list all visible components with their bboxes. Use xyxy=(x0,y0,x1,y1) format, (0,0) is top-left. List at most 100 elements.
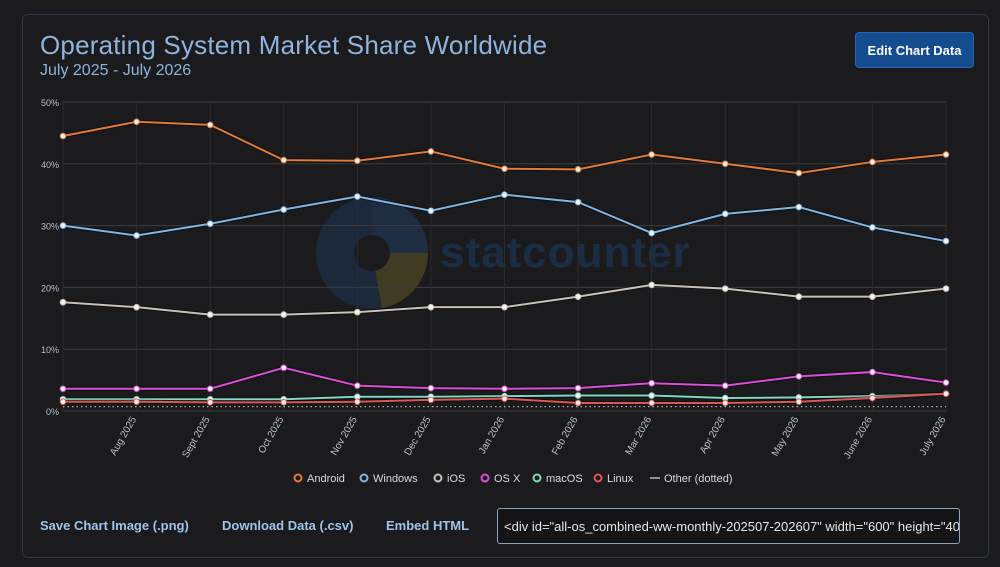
data-point-os-x[interactable] xyxy=(501,385,508,393)
data-point-linux[interactable] xyxy=(501,395,508,402)
data-point-linux[interactable] xyxy=(280,399,288,406)
data-point-linux[interactable] xyxy=(354,398,361,406)
x-tick-label: Oct 2025 xyxy=(257,415,287,456)
x-tick-label: Sept 2025 xyxy=(180,415,213,460)
data-point-windows[interactable] xyxy=(59,222,67,229)
data-point-windows[interactable] xyxy=(133,232,140,239)
legend-item[interactable]: Windows xyxy=(359,473,419,485)
data-point-android[interactable] xyxy=(721,160,729,168)
statcounter-logo-icon xyxy=(316,197,428,309)
data-point-windows[interactable] xyxy=(648,229,655,237)
x-tick-label: Feb 2026 xyxy=(550,415,581,457)
data-point-android[interactable] xyxy=(280,156,288,164)
data-point-macos[interactable] xyxy=(648,392,655,399)
x-tick-label: Apr 2026 xyxy=(698,415,728,456)
data-point-os-x[interactable] xyxy=(574,384,582,392)
data-point-windows[interactable] xyxy=(501,191,508,198)
data-point-android[interactable] xyxy=(869,158,876,166)
data-point-linux[interactable] xyxy=(133,398,140,406)
data-point-windows[interactable] xyxy=(795,203,803,211)
y-tick-label: 50% xyxy=(41,98,59,108)
legend-item[interactable]: iOS xyxy=(433,473,466,485)
data-point-windows[interactable] xyxy=(206,220,214,228)
y-tick-label: 10% xyxy=(41,345,59,355)
legend-label: macOS xyxy=(546,473,583,485)
data-point-android[interactable] xyxy=(942,151,950,158)
data-point-android[interactable] xyxy=(354,157,361,165)
data-point-os-x[interactable] xyxy=(206,385,214,393)
data-point-linux[interactable] xyxy=(869,394,876,402)
data-point-android[interactable] xyxy=(59,132,67,140)
data-point-linux[interactable] xyxy=(574,399,582,407)
y-tick-label: 20% xyxy=(41,283,59,293)
embed-code-field[interactable]: <div id="all-os_combined-ww-monthly-2025… xyxy=(497,508,960,544)
x-tick-label: Mar 2026 xyxy=(624,415,655,457)
data-point-ios[interactable] xyxy=(869,293,876,300)
legend-label: Linux xyxy=(607,473,634,485)
data-point-ios[interactable] xyxy=(648,281,655,289)
embed-html-link[interactable]: Embed HTML xyxy=(386,518,470,533)
data-point-linux[interactable] xyxy=(942,390,950,397)
data-point-android[interactable] xyxy=(648,151,655,158)
x-tick-label: Aug 2025 xyxy=(108,415,139,458)
save-chart-image-link[interactable]: Save Chart Image (.png) xyxy=(40,518,189,533)
data-point-linux[interactable] xyxy=(206,399,214,406)
legend-label: Other (dotted) xyxy=(664,473,732,485)
data-point-android[interactable] xyxy=(795,169,803,177)
data-point-ios[interactable] xyxy=(721,285,729,292)
data-point-windows[interactable] xyxy=(942,237,950,245)
data-point-ios[interactable] xyxy=(795,293,803,300)
data-point-os-x[interactable] xyxy=(354,382,361,389)
data-point-android[interactable] xyxy=(501,165,508,173)
data-point-windows[interactable] xyxy=(721,210,729,218)
data-point-android[interactable] xyxy=(574,166,582,173)
data-point-android[interactable] xyxy=(427,148,435,155)
legend-swatch xyxy=(359,473,369,483)
data-point-os-x[interactable] xyxy=(59,385,67,393)
data-point-windows[interactable] xyxy=(280,206,288,213)
data-point-os-x[interactable] xyxy=(721,382,729,389)
data-point-ios[interactable] xyxy=(206,311,214,318)
data-point-macos[interactable] xyxy=(574,392,582,399)
data-point-os-x[interactable] xyxy=(869,368,876,376)
legend-label: OS X xyxy=(494,473,521,485)
data-point-ios[interactable] xyxy=(354,308,361,316)
data-point-ios[interactable] xyxy=(501,303,508,311)
legend-item[interactable]: OS X xyxy=(480,473,521,485)
data-point-ios[interactable] xyxy=(59,298,67,306)
page-subtitle: July 2025 - July 2026 xyxy=(40,62,192,79)
legend-item[interactable]: Linux xyxy=(593,473,634,485)
data-point-windows[interactable] xyxy=(427,207,435,215)
edit-chart-data-button[interactable]: Edit Chart Data xyxy=(855,32,974,68)
data-point-android[interactable] xyxy=(206,121,214,129)
data-point-windows[interactable] xyxy=(354,193,361,200)
legend-item[interactable]: macOS xyxy=(532,473,583,485)
data-point-ios[interactable] xyxy=(942,285,950,292)
line-chart: 0% 10% 20% 30% 40% 50% Aug 2025 Sept 2025 Oct 2… xyxy=(41,98,950,485)
data-point-os-x[interactable] xyxy=(942,379,950,386)
data-point-os-x[interactable] xyxy=(648,379,655,387)
legend-item[interactable]: Other (dotted) xyxy=(650,473,732,485)
data-point-linux[interactable] xyxy=(59,398,67,406)
data-point-windows[interactable] xyxy=(574,198,582,206)
data-point-os-x[interactable] xyxy=(280,364,288,372)
data-point-ios[interactable] xyxy=(133,303,140,311)
data-point-windows[interactable] xyxy=(869,224,876,231)
legend-swatch xyxy=(480,473,490,483)
data-point-ios[interactable] xyxy=(427,303,435,311)
data-point-linux[interactable] xyxy=(648,399,655,407)
data-point-ios[interactable] xyxy=(280,311,288,318)
data-point-os-x[interactable] xyxy=(427,384,435,392)
download-data-link[interactable]: Download Data (.csv) xyxy=(222,518,354,533)
legend-item[interactable]: Android xyxy=(293,473,345,485)
legend-swatch xyxy=(532,473,542,483)
data-point-linux[interactable] xyxy=(795,398,803,406)
data-point-linux[interactable] xyxy=(427,396,435,404)
data-point-os-x[interactable] xyxy=(133,385,140,393)
x-tick-label: July 2026 xyxy=(918,415,949,458)
data-point-os-x[interactable] xyxy=(795,373,803,380)
data-point-linux[interactable] xyxy=(721,399,729,407)
data-point-android[interactable] xyxy=(133,118,140,126)
y-tick-label: 30% xyxy=(41,222,59,232)
data-point-ios[interactable] xyxy=(574,293,582,300)
